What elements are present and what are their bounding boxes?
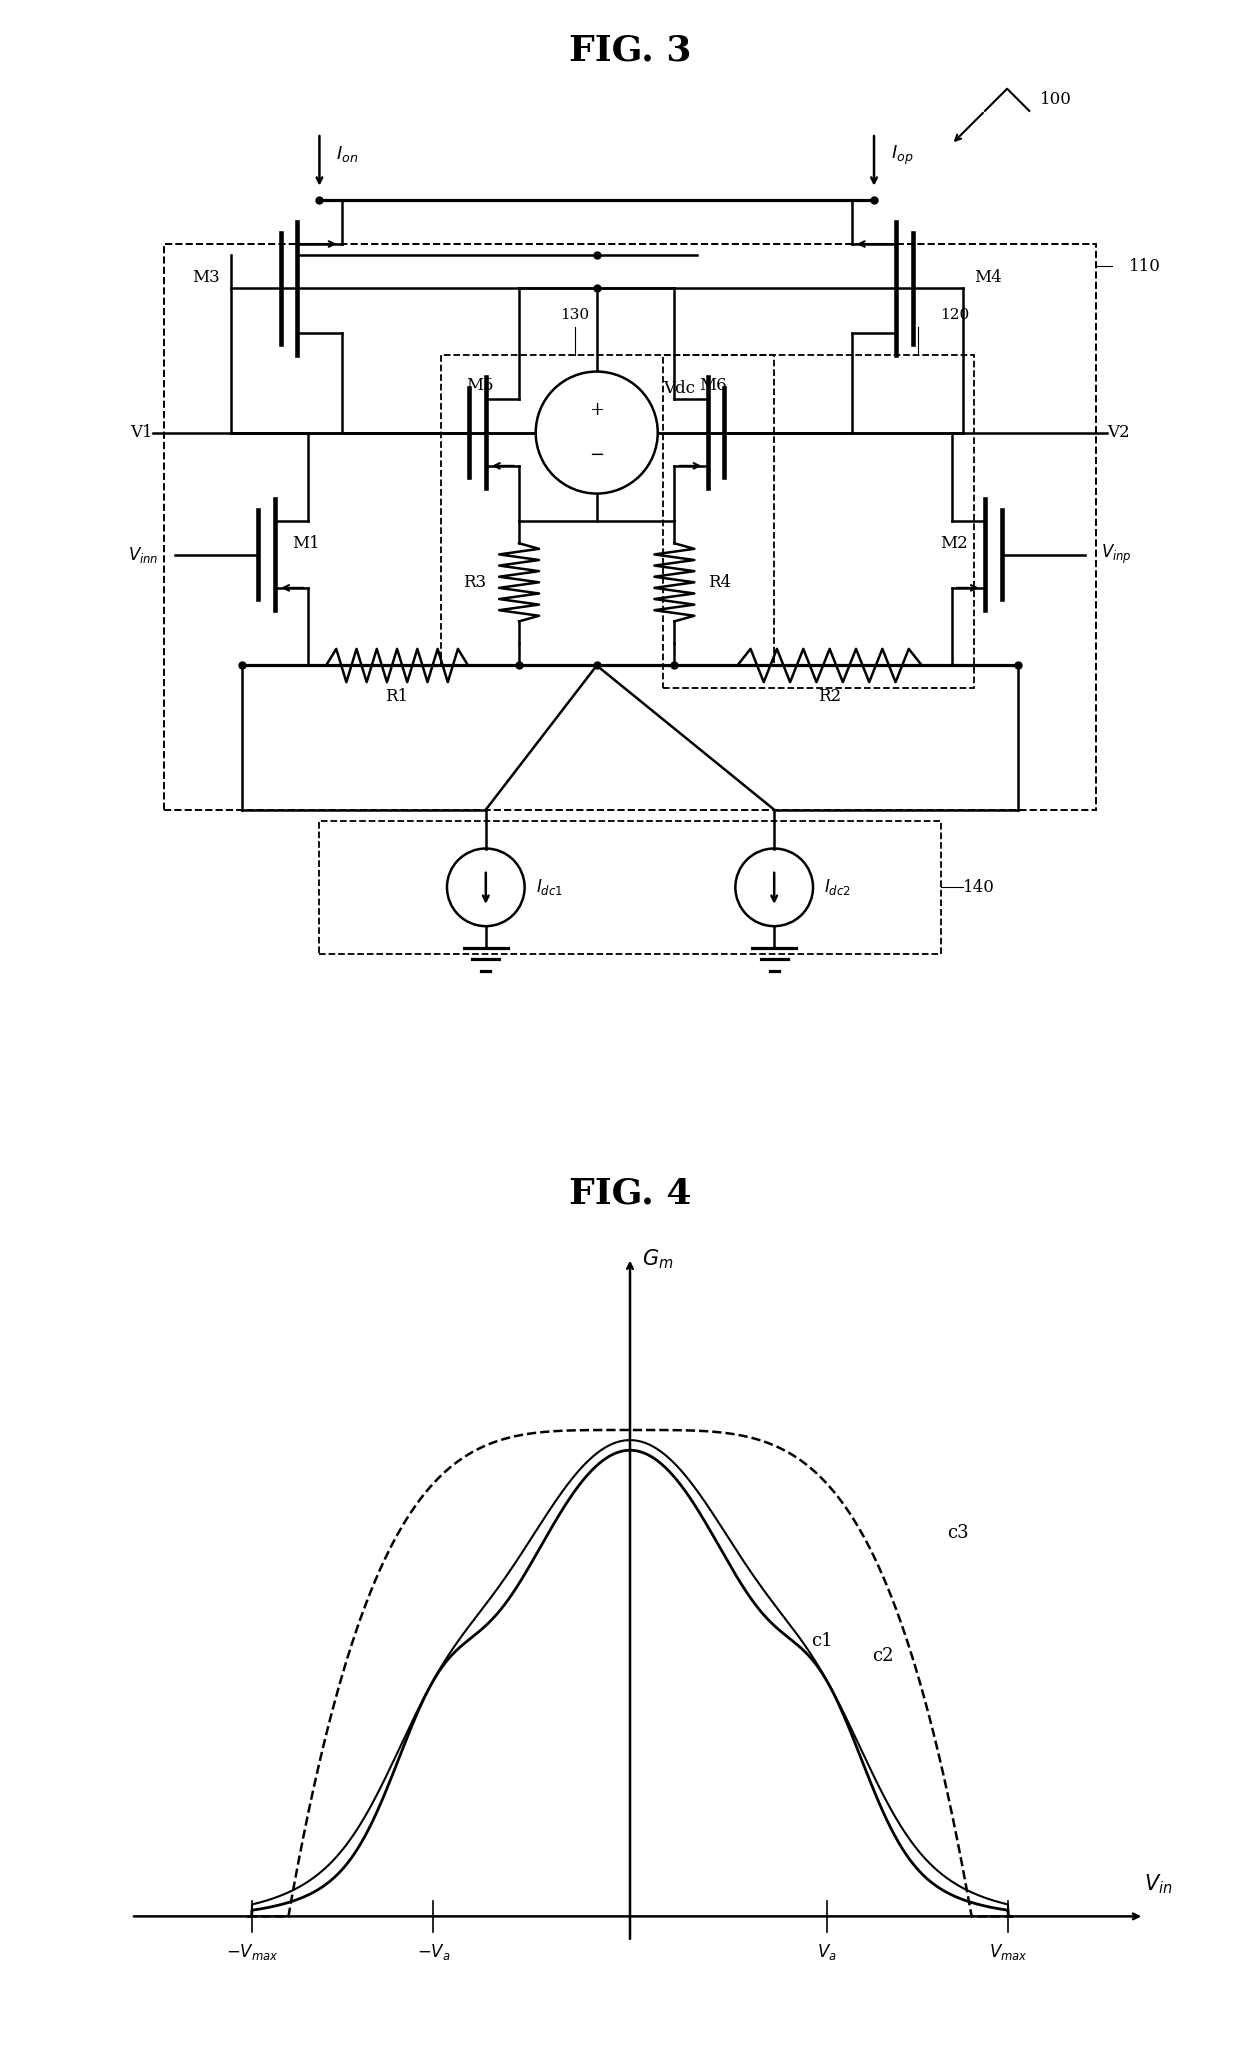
- Text: $V_{in}$: $V_{in}$: [1144, 1873, 1173, 1896]
- Text: −: −: [590, 446, 605, 464]
- Text: R3: R3: [462, 573, 486, 592]
- Text: $V_{inp}$: $V_{inp}$: [1101, 542, 1133, 567]
- Text: $-V_a$: $-V_a$: [417, 1941, 450, 1962]
- Bar: [320, 822, 940, 953]
- Text: M4: M4: [974, 269, 1002, 286]
- Text: c3: c3: [948, 1524, 969, 1543]
- Text: M5: M5: [466, 376, 494, 394]
- Text: FIG. 3: FIG. 3: [568, 33, 692, 68]
- Text: 120: 120: [940, 308, 970, 322]
- Text: M2: M2: [940, 534, 968, 553]
- Text: 130: 130: [559, 308, 590, 322]
- Text: $I_{dc2}$: $I_{dc2}$: [824, 877, 851, 898]
- Text: 100: 100: [1041, 90, 1072, 109]
- Text: V2: V2: [1108, 423, 1129, 442]
- Text: V1: V1: [131, 423, 152, 442]
- Text: M1: M1: [292, 534, 320, 553]
- Text: R4: R4: [708, 573, 731, 592]
- Text: c1: c1: [811, 1633, 833, 1649]
- Text: c2: c2: [872, 1647, 893, 1666]
- Text: $I_{dc1}$: $I_{dc1}$: [536, 877, 563, 898]
- Text: $I_{on}$: $I_{on}$: [336, 144, 358, 164]
- Text: M6: M6: [699, 376, 727, 394]
- Text: $I_{op}$: $I_{op}$: [891, 144, 914, 166]
- Text: $-V_{max}$: $-V_{max}$: [226, 1941, 278, 1962]
- Text: FIG. 4: FIG. 4: [568, 1177, 692, 1212]
- Text: 110: 110: [1129, 257, 1160, 275]
- Bar: [164, 244, 1096, 809]
- Text: 140: 140: [963, 879, 994, 896]
- Bar: [663, 355, 974, 688]
- Text: R1: R1: [386, 688, 408, 705]
- Text: +: +: [590, 401, 605, 419]
- Text: $V_{inn}$: $V_{inn}$: [129, 544, 159, 565]
- Text: $V_{max}$: $V_{max}$: [989, 1941, 1027, 1962]
- Text: $G_m$: $G_m$: [643, 1247, 674, 1271]
- Text: $V_a$: $V_a$: [816, 1941, 837, 1962]
- Text: Vdc: Vdc: [663, 380, 696, 396]
- Text: R2: R2: [818, 688, 842, 705]
- Bar: [441, 355, 774, 665]
- Circle shape: [536, 372, 658, 493]
- Text: M3: M3: [192, 269, 219, 286]
